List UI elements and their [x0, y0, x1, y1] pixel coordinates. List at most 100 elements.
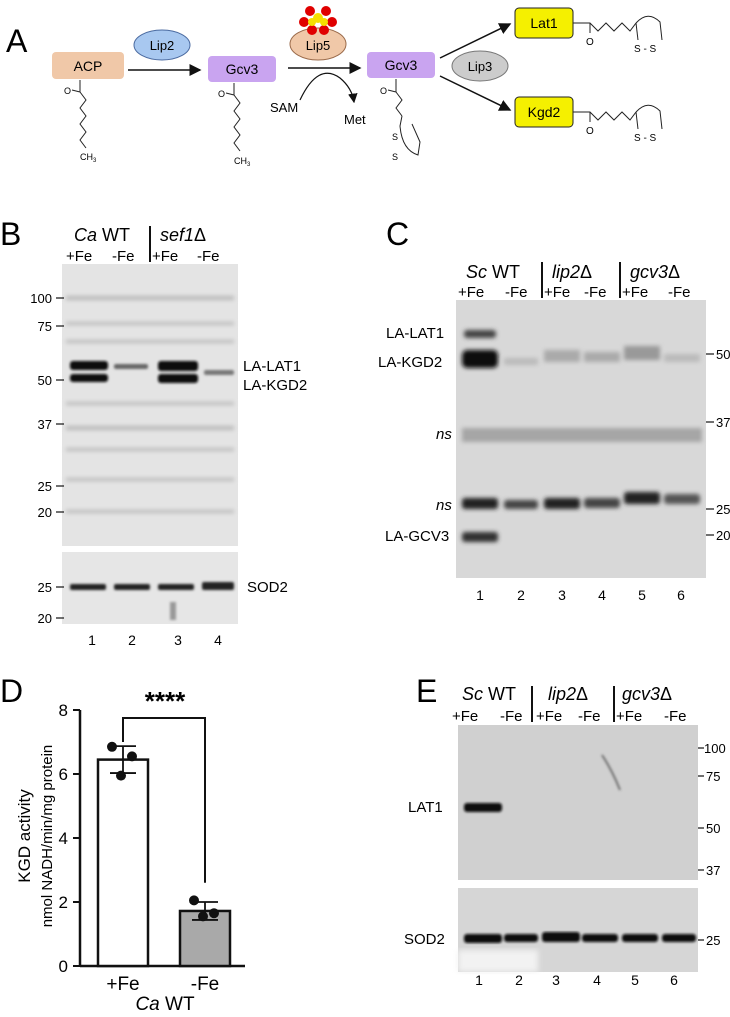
b-lane-1-fe: +Fe	[66, 248, 92, 265]
lip3-label: Lip3	[468, 59, 493, 74]
o-atom-2: O	[218, 89, 225, 99]
svg-text:37: 37	[706, 863, 720, 878]
b-marker-20: 20	[38, 505, 52, 520]
b-marker-25: 25	[38, 479, 52, 494]
kgd2-label: Kgd2	[528, 104, 561, 120]
gcv3-box-2	[367, 52, 435, 78]
svg-text:+Fe: +Fe	[452, 708, 478, 725]
panel-b-letter: B	[0, 216, 21, 252]
lip2-label: Lip2	[150, 38, 175, 53]
svg-text:2: 2	[517, 587, 525, 603]
arrow-to-kgd2	[439, 75, 512, 111]
svg-text:100: 100	[704, 741, 726, 756]
svg-text:50: 50	[706, 821, 720, 836]
panel-a-letter: A	[6, 23, 28, 59]
panel-c: C Sc WT lip2Δ gcv3Δ +Fe -Fe +Fe -Fe +Fe …	[378, 216, 730, 603]
lipoyl-chain-kgd2	[573, 104, 663, 130]
svg-text:4: 4	[593, 972, 601, 988]
d-y-tick-label: 2	[59, 893, 68, 912]
svg-text:-Fe: -Fe	[584, 284, 607, 301]
acp-label: ACP	[74, 58, 103, 74]
fes-cluster-icon	[299, 6, 337, 35]
blot-b-sod2-bands	[70, 582, 234, 620]
svg-text:1: 1	[475, 972, 483, 988]
svg-text:3: 3	[558, 587, 566, 603]
d-data-point	[116, 770, 126, 781]
o-atom-4: O	[586, 37, 594, 48]
b-label-la-kgd2: LA-KGD2	[243, 377, 307, 394]
ch3-1: CH3	[80, 152, 97, 164]
s-s-lat1: S - S	[634, 44, 657, 55]
svg-text:75: 75	[706, 769, 720, 784]
blot-e-lat1	[458, 725, 698, 880]
s-s-kgd2: S - S	[634, 133, 657, 144]
d-y-tick-label: 4	[59, 829, 68, 848]
b-marker-50: 50	[38, 373, 52, 388]
d-ylabel-1: KGD activity	[15, 789, 34, 883]
d-y-tick-label: 6	[59, 765, 68, 784]
octanoyl-chain-1	[71, 80, 87, 149]
sam-met-curve	[299, 72, 358, 104]
blot-c-bands	[462, 330, 702, 542]
b-label-la-lat1: LA-LAT1	[243, 358, 301, 375]
c-label-ns-2: ns	[436, 497, 452, 514]
b-lane-2-fe: -Fe	[112, 248, 135, 265]
c-marker-37: 37	[716, 415, 730, 430]
svg-text:6: 6	[677, 587, 685, 603]
s-atom-2: S	[392, 152, 398, 162]
b-marker-75: 75	[38, 319, 52, 334]
met-label: Met	[344, 112, 366, 127]
d-data-point	[127, 751, 137, 762]
svg-text:Sc WT: Sc WT	[462, 684, 516, 704]
blot-b-strong-bands	[70, 361, 234, 383]
kgd-activity-chart: 0 2 4 6 8 +Fe -Fe	[59, 701, 245, 995]
lip5-ellipse	[289, 27, 347, 61]
c-strain-gcv3: gcv3Δ	[630, 262, 680, 282]
panel-b: B Ca WT sef1Δ +Fe -Fe +Fe -Fe	[0, 216, 307, 648]
svg-text:-Fe: -Fe	[664, 708, 687, 725]
lipoyl-chain-gcv3	[387, 79, 421, 156]
lipoyl-chain-lat1	[573, 15, 663, 41]
d-significance-bracket	[122, 717, 206, 883]
panel-a: A ACP O CH3 Lip2 Gcv3 O CH3 Lip5	[6, 6, 663, 168]
svg-text:-Fe: -Fe	[500, 708, 523, 725]
svg-text:+Fe: +Fe	[458, 284, 484, 301]
b-lane-4-fe: -Fe	[197, 248, 220, 265]
c-strain-lip2: lip2Δ	[552, 262, 592, 282]
b-marker-37: 37	[38, 417, 52, 432]
d-y-tick-label: 0	[59, 957, 68, 976]
d-ylabel-2: nmol NADH/min/mg protein	[39, 745, 56, 928]
e-lat1-label: LAT1	[408, 799, 443, 816]
blot-b-faint-bands	[66, 296, 234, 513]
o-atom-1: O	[64, 86, 71, 96]
panel-b-strain-sef1: sef1Δ	[160, 225, 206, 245]
d-category-label: +Fe	[106, 974, 139, 995]
gcv3-label-1: Gcv3	[226, 61, 259, 77]
b-lane-num-1: 1	[88, 632, 96, 648]
svg-text:3: 3	[552, 972, 560, 988]
b-sod2-marker-20: 20	[38, 611, 52, 626]
e-sod2-label: SOD2	[404, 931, 445, 948]
panel-d-letter: D	[0, 673, 23, 709]
lat1-label: Lat1	[530, 15, 557, 31]
gcv3-box-1	[208, 56, 276, 82]
b-marker-100: 100	[30, 291, 52, 306]
b-lane-num-3: 3	[174, 632, 182, 648]
svg-text:5: 5	[631, 972, 639, 988]
d-significance: ****	[145, 686, 186, 716]
b-lane-num-2: 2	[128, 632, 136, 648]
octanoyl-chain-2	[225, 83, 241, 152]
panel-b-strain-ca: Ca WT	[74, 225, 130, 245]
svg-text:2: 2	[515, 972, 523, 988]
svg-text:-Fe: -Fe	[505, 284, 528, 301]
svg-text:+Fe: +Fe	[544, 284, 570, 301]
d-y-tick-label: 8	[59, 701, 68, 720]
c-marker-20: 20	[716, 528, 730, 543]
ch3-2: CH3	[234, 156, 251, 168]
sam-label: SAM	[270, 100, 298, 115]
panel-c-letter: C	[386, 216, 409, 252]
d-xlabel: Ca WT	[135, 994, 195, 1015]
d-data-point	[189, 895, 199, 906]
c-label-la-kgd2: LA-KGD2	[378, 354, 442, 371]
svg-text:gcv3Δ: gcv3Δ	[622, 684, 672, 704]
